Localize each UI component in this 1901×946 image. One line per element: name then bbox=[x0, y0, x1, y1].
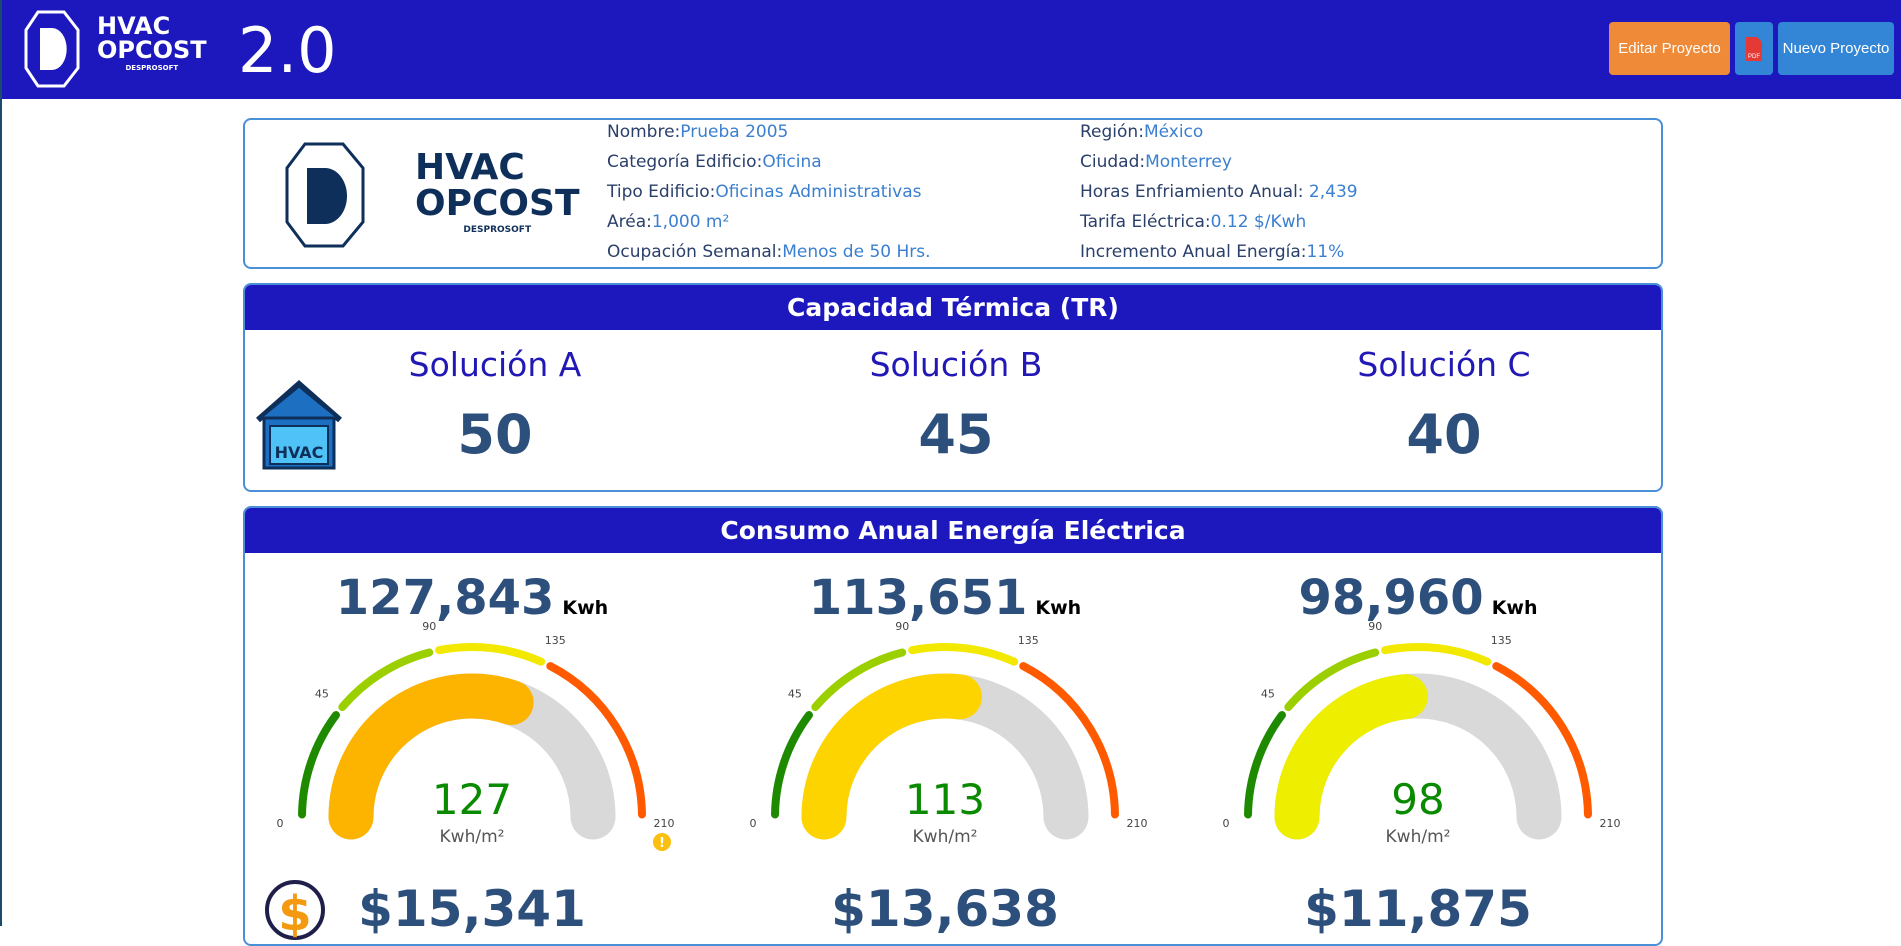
project-logo bbox=[285, 142, 365, 248]
gauge-value: 127 bbox=[432, 775, 512, 824]
cost-c: $11,875 bbox=[1304, 880, 1532, 938]
gauge-range-segment bbox=[1019, 662, 1119, 819]
consumption-total-c: 98,960 Kwh bbox=[1298, 570, 1538, 626]
app-logo bbox=[24, 10, 80, 88]
solution-a-capacity: 50 bbox=[457, 403, 533, 466]
gauge-tick-label: 90 bbox=[895, 620, 909, 633]
svg-text:PDF: PDF bbox=[1748, 54, 1760, 60]
info-tariff: Tarifa Eléctrica:0.12 $/Kwh bbox=[1080, 212, 1307, 232]
gauge-range-segment bbox=[771, 711, 813, 819]
gauge-tick-label: 90 bbox=[1368, 620, 1382, 633]
consumption-title: Consumo Anual Energía Eléctrica bbox=[245, 508, 1661, 553]
info-building-type: Tipo Edificio:Oficinas Administrativas bbox=[607, 182, 922, 202]
gauge-unit: Kwh/m² bbox=[913, 827, 978, 847]
gauge-fill bbox=[328, 673, 534, 840]
gauge-range-segment bbox=[1492, 662, 1592, 819]
gauge-tick-label: 135 bbox=[1491, 634, 1512, 647]
top-bar: HVAC OPCOST DESPROSOFT 2.0 Editar Proyecto… bbox=[2, 0, 1901, 99]
gauge-tick-label: 0 bbox=[1223, 817, 1230, 830]
gauge-tick-label: 210 bbox=[654, 817, 675, 830]
gauge-tick-label: 210 bbox=[1600, 817, 1621, 830]
solution-b-capacity: 45 bbox=[918, 403, 994, 466]
info-region: Región:México bbox=[1080, 122, 1204, 142]
capacity-title: Capacidad Térmica (TR) bbox=[245, 285, 1661, 330]
svg-text:HVAC: HVAC bbox=[275, 443, 324, 462]
gauge-tick-label: 0 bbox=[277, 817, 284, 830]
gauge-tick-label: 45 bbox=[315, 687, 329, 700]
info-city: Ciudad:Monterrey bbox=[1080, 152, 1232, 172]
solution-a-label: Solución A bbox=[408, 345, 582, 384]
gauge-range-segment bbox=[435, 643, 546, 666]
edit-project-button[interactable]: Editar Proyecto bbox=[1609, 22, 1730, 75]
gauge-range-segment bbox=[1381, 643, 1492, 666]
pdf-export-button[interactable]: PDF bbox=[1735, 22, 1773, 75]
gauge-tick-label: 0 bbox=[750, 817, 757, 830]
gauge-tick-label: 45 bbox=[788, 687, 802, 700]
gauge-fill bbox=[801, 673, 982, 840]
gauges: 0 45 90 135 210 127 Kwh/m² ! 0 45 90 135 210 113 Kwh/m… bbox=[277, 620, 1621, 851]
version-label: 2.0 bbox=[238, 14, 337, 87]
svg-text:$: $ bbox=[278, 886, 311, 942]
consumption-total-a: 127,843 Kwh bbox=[335, 570, 609, 626]
new-project-button[interactable]: Nuevo Proyecto bbox=[1778, 22, 1894, 75]
gauge-range-segment bbox=[338, 648, 434, 712]
gauge-range-segment bbox=[1284, 648, 1380, 712]
info-energy-increase: Incremento Anual Energía:11% bbox=[1080, 242, 1345, 262]
dollar-icon: $ bbox=[265, 880, 325, 942]
info-name: Nombre:Prueba 2005 bbox=[607, 122, 789, 142]
gauge-range-segment bbox=[298, 711, 340, 819]
pdf-icon: PDF bbox=[1746, 36, 1762, 61]
gauge-tick-label: 45 bbox=[1261, 687, 1275, 700]
gauge-unit: Kwh/m² bbox=[440, 827, 505, 847]
warning-icon-glyph: ! bbox=[659, 836, 665, 851]
solution-c-capacity: 40 bbox=[1406, 403, 1482, 466]
cost-b: $13,638 bbox=[831, 880, 1059, 938]
warning-icon bbox=[653, 833, 671, 851]
gauge-value: 98 bbox=[1391, 775, 1444, 824]
gauge-tick-label: 135 bbox=[1018, 634, 1039, 647]
info-area: Aréa:1,000 m² bbox=[607, 212, 730, 232]
info-category: Categoría Edificio:Oficina bbox=[607, 152, 822, 172]
capacity-card: Capacidad Térmica (TR) HVAC Solución A S… bbox=[243, 283, 1663, 492]
gauge-range-segment bbox=[811, 648, 907, 712]
info-occupancy: Ocupación Semanal:Menos de 50 Hrs. bbox=[607, 242, 931, 262]
solution-c-label: Solución C bbox=[1357, 345, 1531, 384]
hvac-house-icon: HVAC bbox=[256, 380, 342, 470]
gauge-unit: Kwh/m² bbox=[1386, 827, 1451, 847]
gauge-range-segment bbox=[908, 643, 1019, 666]
solution-b-label: Solución B bbox=[869, 345, 1043, 384]
gauge-tick-label: 90 bbox=[422, 620, 436, 633]
gauge-range-segment bbox=[1244, 711, 1286, 819]
gauge-tick-label: 135 bbox=[545, 634, 566, 647]
gauge-value: 113 bbox=[905, 775, 985, 824]
consumption-card: Consumo Anual Energía Eléctrica 127,843 K… bbox=[243, 506, 1663, 946]
gauge-range-segment bbox=[546, 662, 646, 819]
cost-a: $15,341 bbox=[358, 880, 586, 938]
info-cooling-hours: Horas Enfriamiento Anual: 2,439 bbox=[1080, 182, 1358, 202]
gauge-tick-label: 210 bbox=[1127, 817, 1148, 830]
consumption-total-b: 113,651 Kwh bbox=[808, 570, 1082, 626]
logo-text: HVAC OPCOST DESPROSOFT bbox=[97, 12, 207, 72]
project-info-card: HVAC OPCOST DESPROSOFT Nombre:Prueba 2005 … bbox=[243, 118, 1663, 269]
gauge-fill bbox=[1274, 674, 1428, 840]
project-logo-text: HVAC OPCOST DESPROSOFT bbox=[415, 147, 580, 236]
